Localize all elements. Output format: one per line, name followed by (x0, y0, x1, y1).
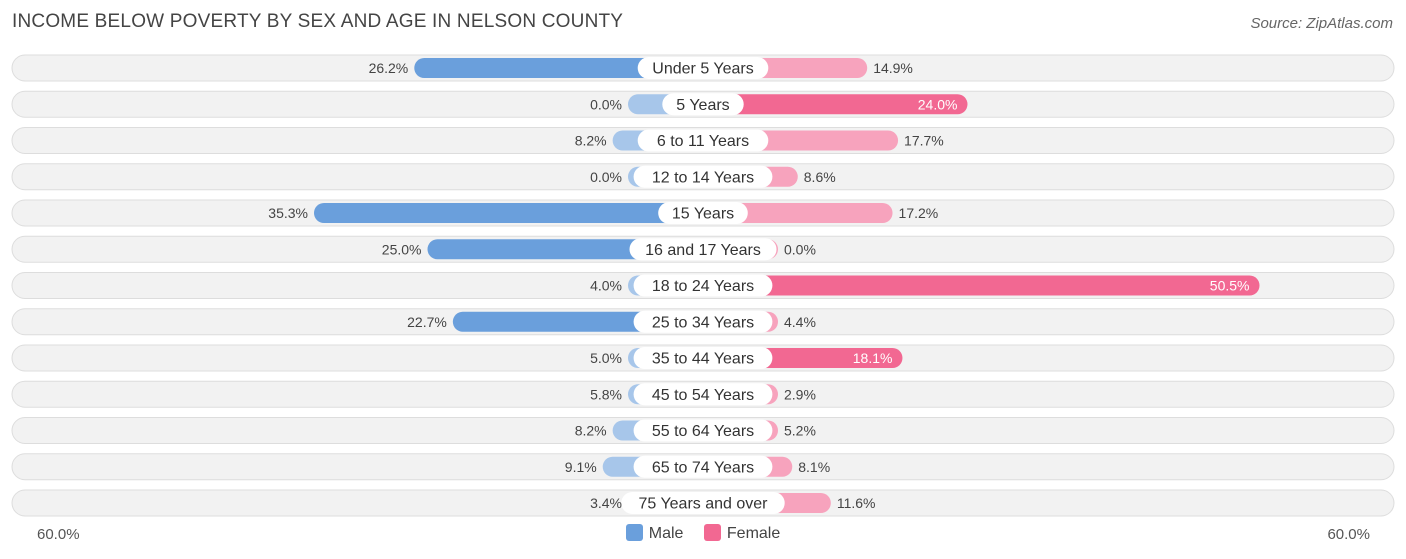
female-value-12-to-14-years: 8.6% (804, 169, 836, 185)
legend-female-label: Female (726, 525, 781, 542)
male-value-75-years-and-over: 3.4% (590, 495, 622, 511)
male-swatch (625, 524, 643, 541)
category-label-5-years: 5 Years (676, 97, 729, 114)
chart-title: INCOME BELOW POVERTY BY SEX AND AGE IN N… (12, 11, 624, 32)
legend: Male Female (0, 524, 1406, 543)
category-label-15-years: 15 Years (672, 206, 734, 223)
female-value-15-years: 17.2% (899, 205, 939, 221)
category-label-75-years-and-over: 75 Years and over (639, 496, 769, 513)
category-label-25-to-34-years: 25 to 34 Years (652, 314, 754, 331)
male-value-18-to-24-years: 4.0% (590, 278, 622, 294)
category-pill-12-to-14-years (633, 165, 773, 188)
category-label-35-to-44-years: 35 to 44 Years (652, 351, 754, 368)
category-label-45-to-54-years: 45 to 54 Years (652, 387, 754, 404)
legend-item-male[interactable]: Male (625, 524, 684, 543)
axis-right-label: 60.0% (1327, 526, 1370, 543)
male-value-5-years: 0.0% (590, 96, 622, 112)
female-value-18-to-24-years: 50.5% (1210, 278, 1250, 294)
category-pill-55-to-64-years (633, 419, 773, 442)
category-pill-35-to-44-years (633, 347, 773, 369)
category-pill-75-years-and-over (621, 492, 785, 514)
male-value-25-to-34-years: 22.7% (407, 314, 447, 330)
male-value-16-and-17-years: 25.0% (382, 241, 422, 257)
category-pill-5-years (662, 93, 744, 116)
female-bar-18-to-24-years (693, 275, 1260, 296)
category-pill-25-to-34-years (633, 310, 773, 333)
female-swatch (703, 524, 721, 541)
category-pill-18-to-24-years (633, 274, 773, 297)
female-value-75-years-and-over: 11.6% (837, 495, 876, 511)
category-label-18-to-24-years: 18 to 24 Years (652, 278, 754, 295)
category-pill-under-5-years (637, 57, 769, 79)
female-value-25-to-34-years: 4.4% (784, 314, 816, 330)
female-value-65-to-74-years: 8.1% (798, 459, 830, 475)
category-label-12-to-14-years: 12 to 14 Years (652, 169, 754, 186)
category-label-6-to-11-years: 6 to 11 Years (657, 133, 749, 150)
category-pill-16-and-17-years (629, 238, 777, 261)
category-pill-65-to-74-years (633, 455, 773, 478)
female-value-5-years: 24.0% (918, 96, 958, 112)
category-label-65-to-74-years: 65 to 74 Years (652, 459, 754, 476)
category-pill-6-to-11-years (637, 129, 769, 152)
female-value-16-and-17-years: 0.0% (784, 241, 816, 257)
male-value-55-to-64-years: 8.2% (575, 423, 607, 439)
category-pill-15-years (658, 202, 748, 224)
female-bar-5-years (693, 94, 968, 115)
male-value-under-5-years: 26.2% (369, 60, 409, 76)
category-label-55-to-64-years: 55 to 64 Years (652, 423, 754, 440)
female-value-55-to-64-years: 5.2% (784, 423, 816, 439)
female-value-under-5-years: 14.9% (873, 60, 913, 76)
male-bar-under-5-years (414, 58, 713, 78)
male-value-45-to-54-years: 5.8% (590, 386, 622, 402)
category-label-16-and-17-years: 16 and 17 Years (645, 242, 761, 259)
axis-left-label: 60.0% (37, 526, 80, 543)
male-value-12-to-14-years: 0.0% (590, 169, 622, 185)
male-value-6-to-11-years: 8.2% (575, 133, 607, 149)
male-value-35-to-44-years: 5.0% (590, 350, 622, 366)
category-pill-45-to-54-years (633, 383, 773, 406)
source-credit: Source: ZipAtlas.com (1250, 15, 1393, 32)
male-bar-15-years (313, 203, 713, 223)
legend-item-female[interactable]: Female (703, 524, 781, 543)
male-value-65-to-74-years: 9.1% (565, 459, 597, 475)
female-value-6-to-11-years: 17.7% (904, 133, 944, 149)
legend-male-label: Male (648, 525, 684, 542)
male-value-15-years: 35.3% (268, 205, 308, 221)
female-value-35-to-44-years: 18.1% (853, 350, 893, 366)
female-value-45-to-54-years: 2.9% (784, 386, 816, 402)
category-label-under-5-years: Under 5 Years (652, 61, 753, 78)
